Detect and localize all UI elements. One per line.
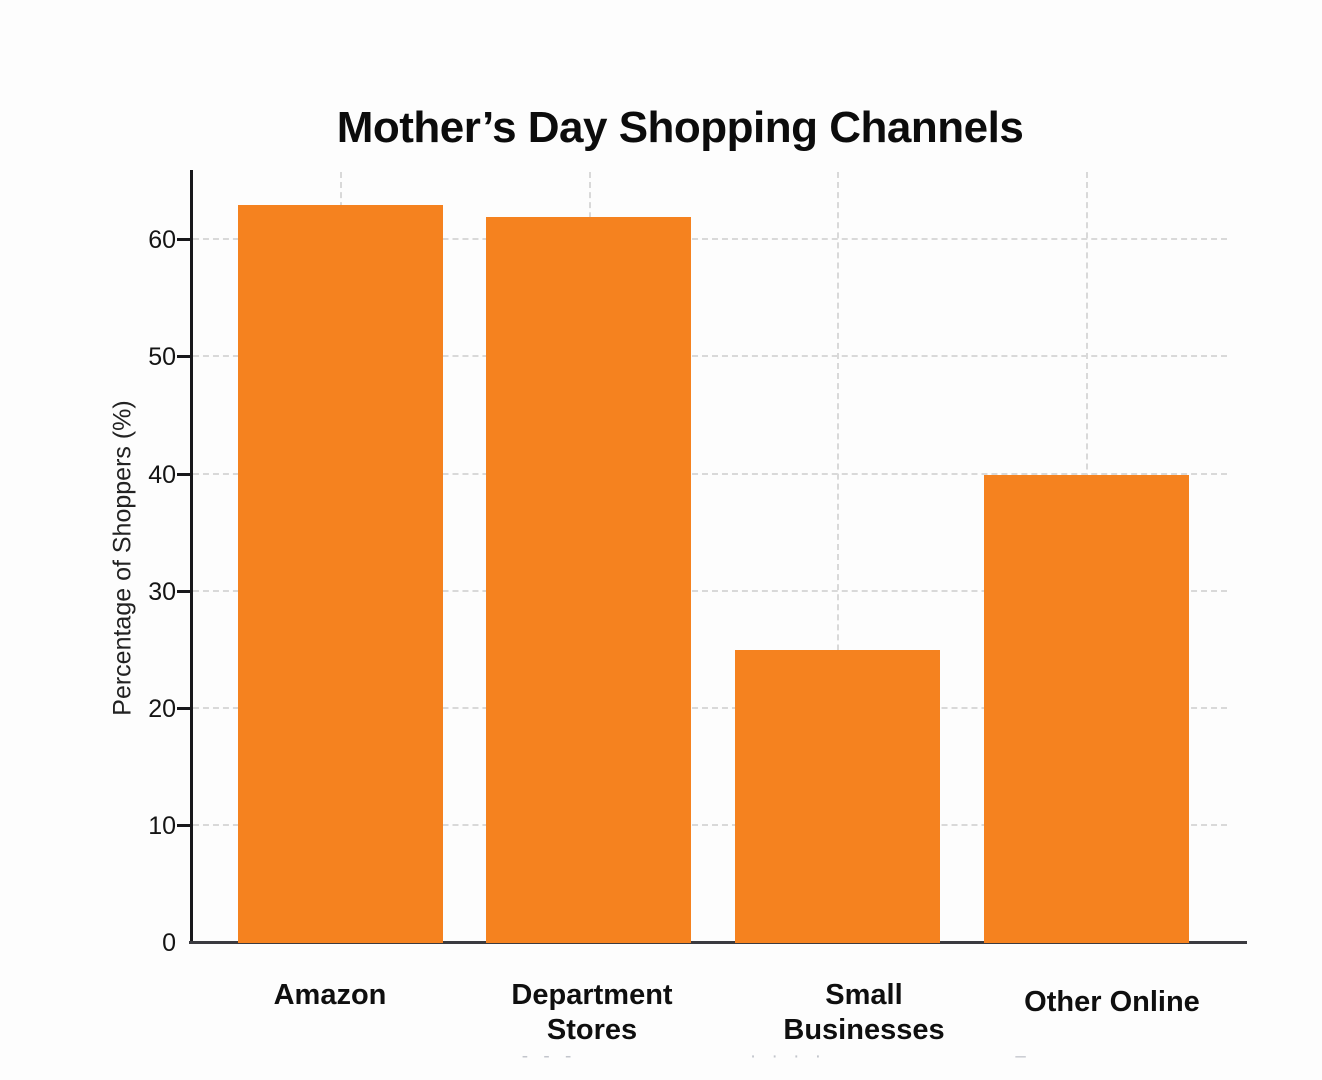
y-tick-label-20: 20 xyxy=(148,694,176,723)
cropped-text-artifact-2: · · · · xyxy=(750,1052,826,1059)
x-category-label-other-online: Other Online xyxy=(1024,986,1200,1018)
h-gridline-20 xyxy=(193,706,1227,709)
y-tick-mark-30 xyxy=(177,589,190,593)
y-tick-label-10: 10 xyxy=(148,811,176,840)
v-gridline-small-businesses xyxy=(837,172,840,942)
cropped-text-artifact-3: – xyxy=(1015,1052,1031,1059)
y-tick-label-60: 60 xyxy=(148,226,176,255)
bar-department-stores xyxy=(486,216,692,943)
y-tick-mark-50 xyxy=(177,355,190,359)
h-gridline-30 xyxy=(193,589,1227,592)
bar-other-online xyxy=(983,474,1189,943)
h-gridline-60 xyxy=(193,238,1227,241)
y-tick-label-40: 40 xyxy=(148,460,176,489)
x-category-label-department-stores: Department Stores xyxy=(511,979,673,1046)
bar-amazon xyxy=(237,205,443,943)
y-tick-mark-10 xyxy=(177,823,190,827)
x-category-label-amazon: Amazon xyxy=(273,979,387,1011)
cropped-text-artifact-1: - - - xyxy=(522,1052,577,1059)
y-tick-mark-40 xyxy=(177,472,190,476)
x-axis-line xyxy=(189,941,1247,944)
y-tick-label-0: 0 xyxy=(162,929,176,958)
y-tick-label-30: 30 xyxy=(148,577,176,606)
x-category-label-small-businesses: Small Businesses xyxy=(783,979,945,1046)
h-gridline-40 xyxy=(193,472,1227,475)
y-tick-labels: 0 10 20 30 40 50 60 xyxy=(60,170,176,957)
plot-area xyxy=(177,170,1233,943)
y-tick-mark-20 xyxy=(177,706,190,710)
h-gridline-50 xyxy=(193,355,1227,358)
chart-title: Mother’s Day Shopping Channels xyxy=(336,103,1024,153)
bar-small-businesses xyxy=(734,650,940,943)
y-axis-spine xyxy=(190,170,193,943)
h-gridline-10 xyxy=(193,823,1227,826)
y-tick-mark-60 xyxy=(177,238,190,242)
y-tick-label-50: 50 xyxy=(148,343,176,372)
